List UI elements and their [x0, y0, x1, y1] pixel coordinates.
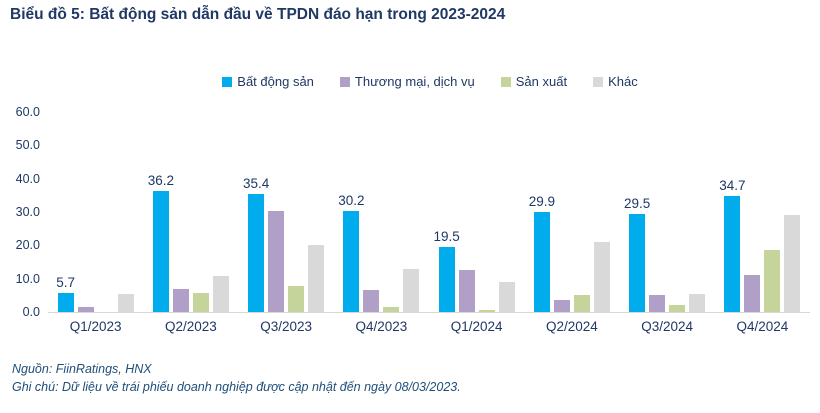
bar: 34.7	[719, 178, 746, 312]
y-tick-label: 30.0	[15, 205, 40, 219]
x-tick-label: Q3/2024	[641, 319, 694, 334]
legend: Bất động sản Thương mại, dịch vụ Sản xuất K…	[48, 74, 812, 89]
bar	[288, 285, 305, 312]
bar: 35.4	[243, 176, 269, 312]
bar: 29.9	[529, 194, 555, 312]
legend-swatch-icon	[593, 76, 604, 87]
x-tick-label: Q2/2024	[545, 319, 598, 334]
legend-label: Thương mại, dịch vụ	[354, 74, 475, 89]
bar	[268, 211, 285, 312]
y-tick-label: 0.0	[22, 305, 40, 319]
bar-group: 29.9	[524, 112, 619, 312]
update-note: Ghi chú: Dữ liệu về trái phiếu doanh ngh…	[12, 379, 461, 394]
bar-group: 29.5	[620, 112, 715, 312]
bar-group: 30.2	[334, 112, 429, 312]
chart-area: 0.0 10.0 20.0 30.0 40.0 50.0 60.0 5.7 36.2 35.4 3…	[10, 105, 810, 319]
x-tick-label: Q4/2023	[355, 319, 408, 334]
legend-item: Thương mại, dịch vụ	[339, 74, 475, 89]
bar	[649, 295, 666, 312]
plot-area: 5.7 36.2 35.4 30.2 19.5 29.9 29.5 34.7	[48, 112, 810, 313]
bar: 29.5	[624, 196, 650, 312]
y-tick-label: 50.0	[15, 138, 40, 153]
x-tick-label: Q1/2024	[450, 319, 503, 334]
bar	[77, 307, 94, 312]
y-tick-label: 10.0	[15, 271, 40, 286]
bar: 19.5	[433, 229, 460, 312]
legend-swatch-icon	[500, 76, 511, 87]
x-axis: Q1/2023 Q2/2023 Q3/2023 Q4/2023 Q1/2024 Q2/20…	[48, 319, 810, 334]
source-note: Nguồn: FiinRatings, HNX	[12, 362, 152, 376]
x-tick-label: Q2/2023	[164, 319, 217, 334]
y-axis: 0.0 10.0 20.0 30.0 40.0 50.0 60.0	[10, 105, 48, 319]
bar-value-label: 35.4	[242, 176, 270, 191]
bar	[403, 269, 420, 312]
legend-swatch-icon	[222, 76, 233, 87]
bar	[593, 242, 610, 312]
bar	[363, 290, 380, 312]
bar-group: 19.5	[429, 112, 524, 312]
bar	[458, 270, 475, 312]
bar-value-label: 36.2	[147, 173, 175, 189]
bar	[553, 299, 570, 312]
legend-swatch-icon	[339, 76, 350, 87]
bar	[784, 215, 801, 312]
bar-value-label: 34.7	[719, 178, 746, 194]
legend-item: Bất động sản	[222, 74, 314, 89]
bar	[744, 275, 761, 312]
bar	[573, 295, 590, 312]
bar: 5.7	[56, 275, 75, 312]
y-tick-label: 60.0	[15, 105, 40, 119]
legend-label: Bất động sản	[237, 74, 314, 89]
bar	[117, 293, 134, 312]
y-tick-label: 40.0	[15, 171, 40, 186]
x-tick-label: Q4/2024	[736, 319, 789, 334]
legend-label: Khác	[608, 74, 638, 89]
legend-label: Sản xuất	[515, 74, 568, 89]
bar-value-label: 29.9	[528, 194, 556, 210]
bar	[383, 307, 400, 312]
bar: 36.2	[148, 173, 174, 312]
y-tick-label: 20.0	[15, 238, 40, 253]
bar	[764, 250, 781, 312]
bar-group: 34.7	[715, 112, 810, 312]
legend-item: Khác	[593, 74, 638, 89]
bar	[192, 292, 209, 312]
x-tick-label: Q3/2023	[260, 319, 313, 334]
bar	[172, 288, 189, 312]
bar: 30.2	[338, 193, 365, 312]
legend-item: Sản xuất	[500, 74, 568, 89]
bar-group: 35.4	[239, 112, 334, 312]
bar	[669, 305, 686, 312]
bar-value-label: 19.5	[433, 229, 460, 244]
x-tick-label: Q1/2023	[69, 319, 122, 334]
bar-value-label: 29.5	[623, 195, 651, 211]
bar	[478, 310, 495, 312]
bar	[689, 293, 706, 312]
chart-footer: Nguồn: FiinRatings, HNX Ghi chú: Dữ liệu…	[12, 361, 461, 396]
bar-value-label: 30.2	[338, 193, 365, 209]
bar	[498, 282, 515, 312]
chart-title: Biểu đồ 5: Bất động sản dẫn đầu về TPDN …	[10, 6, 506, 23]
bar-group: 36.2	[143, 112, 238, 312]
bar-group: 5.7	[48, 112, 143, 312]
bar-value-label: 5.7	[56, 275, 76, 290]
bar	[212, 276, 229, 312]
bar	[308, 244, 325, 312]
